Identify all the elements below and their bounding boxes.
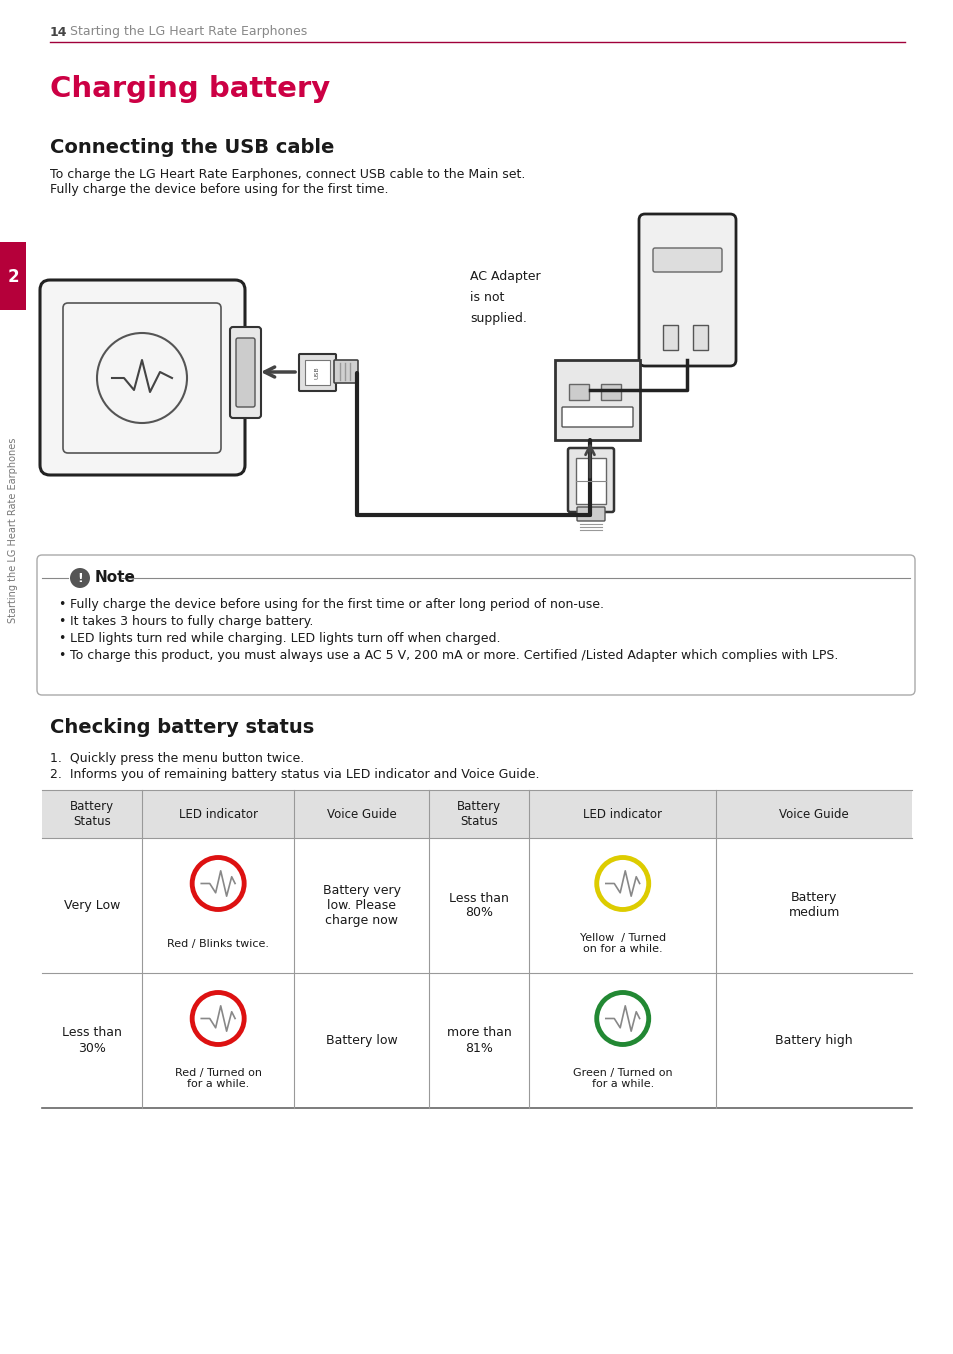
FancyBboxPatch shape: [63, 303, 221, 454]
FancyBboxPatch shape: [692, 325, 707, 349]
FancyBboxPatch shape: [235, 338, 254, 408]
Text: Fully charge the device before using for the first time.: Fully charge the device before using for…: [50, 183, 388, 196]
FancyBboxPatch shape: [639, 214, 735, 366]
FancyBboxPatch shape: [577, 506, 604, 521]
FancyBboxPatch shape: [576, 458, 605, 504]
FancyBboxPatch shape: [652, 248, 721, 272]
FancyBboxPatch shape: [555, 360, 639, 440]
Text: Voice Guide: Voice Guide: [327, 807, 396, 821]
Text: Fully charge the device before using for the first time or after long period of : Fully charge the device before using for…: [70, 598, 603, 611]
Text: To charge the LG Heart Rate Earphones, connect USB cable to the Main set.: To charge the LG Heart Rate Earphones, c…: [50, 168, 525, 181]
FancyBboxPatch shape: [561, 408, 633, 427]
Text: Red / Blinks twice.: Red / Blinks twice.: [167, 938, 269, 949]
Text: •: •: [58, 598, 66, 611]
FancyBboxPatch shape: [567, 448, 614, 512]
Text: Battery very
low. Please
charge now: Battery very low. Please charge now: [322, 884, 400, 927]
FancyBboxPatch shape: [0, 242, 26, 310]
Circle shape: [70, 567, 90, 588]
Text: Battery low: Battery low: [326, 1034, 397, 1047]
Text: 2.  Informs you of remaining battery status via LED indicator and Voice Guide.: 2. Informs you of remaining battery stat…: [50, 768, 539, 781]
Text: USB: USB: [314, 366, 319, 379]
FancyBboxPatch shape: [600, 385, 620, 399]
Text: more than
81%: more than 81%: [446, 1026, 511, 1055]
Text: Battery
Status: Battery Status: [456, 800, 500, 829]
Text: Charging battery: Charging battery: [50, 74, 330, 103]
Text: Note: Note: [95, 570, 135, 585]
FancyBboxPatch shape: [37, 555, 914, 695]
Text: Voice Guide: Voice Guide: [779, 807, 848, 821]
Text: Very Low: Very Low: [64, 899, 120, 913]
FancyBboxPatch shape: [568, 385, 588, 399]
Text: Yellow  / Turned
on for a while.: Yellow / Turned on for a while.: [579, 933, 665, 955]
FancyBboxPatch shape: [334, 360, 357, 383]
Text: Battery
Status: Battery Status: [70, 800, 114, 829]
Bar: [42, 789, 911, 838]
FancyBboxPatch shape: [40, 280, 245, 475]
Text: 14: 14: [50, 26, 68, 38]
Text: 1.  Quickly press the menu button twice.: 1. Quickly press the menu button twice.: [50, 751, 304, 765]
Text: AC Adapter
is not
supplied.: AC Adapter is not supplied.: [470, 269, 540, 325]
Text: !: !: [77, 571, 83, 585]
Text: Starting the LG Heart Rate Earphones: Starting the LG Heart Rate Earphones: [70, 26, 307, 38]
FancyBboxPatch shape: [230, 328, 261, 418]
Text: 2: 2: [8, 268, 19, 286]
Text: To charge this product, you must always use a AC 5 V, 200 mA or more. Certified : To charge this product, you must always …: [70, 649, 838, 662]
Text: LED indicator: LED indicator: [582, 807, 661, 821]
Text: Checking battery status: Checking battery status: [50, 718, 314, 737]
Text: Red / Turned on
for a while.: Red / Turned on for a while.: [174, 1068, 261, 1090]
Text: Battery high: Battery high: [775, 1034, 852, 1047]
FancyBboxPatch shape: [298, 353, 335, 391]
Text: LED lights turn red while charging. LED lights turn off when charged.: LED lights turn red while charging. LED …: [70, 632, 500, 645]
Text: It takes 3 hours to fully charge battery.: It takes 3 hours to fully charge battery…: [70, 615, 313, 628]
FancyBboxPatch shape: [305, 360, 330, 385]
Text: Less than
80%: Less than 80%: [449, 891, 509, 919]
Text: Green / Turned on
for a while.: Green / Turned on for a while.: [573, 1068, 672, 1090]
Text: •: •: [58, 649, 66, 662]
Text: •: •: [58, 615, 66, 628]
Text: Battery
medium: Battery medium: [787, 891, 839, 919]
Text: Connecting the USB cable: Connecting the USB cable: [50, 138, 334, 157]
Text: LED indicator: LED indicator: [178, 807, 257, 821]
Text: •: •: [58, 632, 66, 645]
Text: Less than
30%: Less than 30%: [62, 1026, 122, 1055]
FancyBboxPatch shape: [662, 325, 678, 349]
Text: Starting the LG Heart Rate Earphones: Starting the LG Heart Rate Earphones: [8, 437, 18, 623]
